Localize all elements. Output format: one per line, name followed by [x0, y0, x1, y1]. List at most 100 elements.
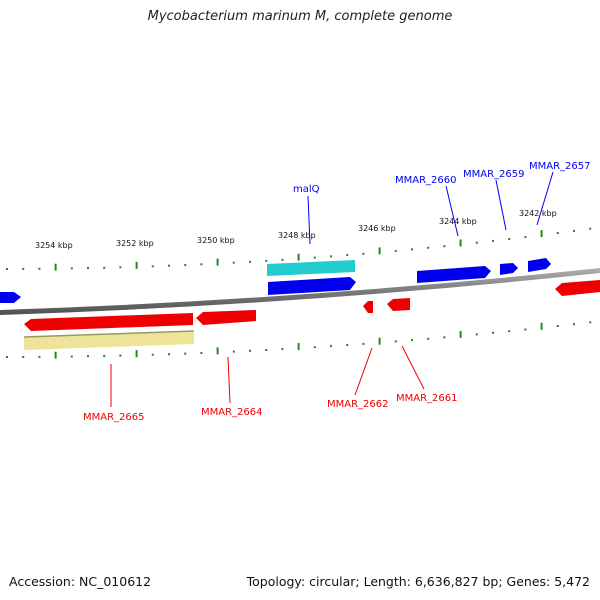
label-mmar2660: MMAR_2660: [395, 175, 457, 186]
lower-minor-tick: [200, 352, 203, 354]
lower-minor-tick: [443, 336, 446, 339]
lower-minor-tick: [22, 356, 25, 358]
lower-major-tick: [54, 351, 57, 359]
upper-minor-tick: [589, 227, 592, 230]
lower-minor-tick: [87, 355, 89, 358]
upper-major-tick: [459, 239, 462, 247]
lower-minor-tick: [475, 333, 478, 336]
lower-major-tick: [135, 350, 138, 358]
label-mmar2657: MMAR_2657: [529, 161, 591, 172]
upper-scale-ticks: [6, 227, 592, 271]
gene-mmar2665[interactable]: [24, 313, 193, 331]
lower-minor-tick: [362, 342, 365, 345]
scale-label-3246: 3246 kbp: [358, 224, 396, 233]
gene-mmar2662[interactable]: [363, 301, 373, 313]
upper-minor-tick: [411, 248, 413, 251]
lower-minor-tick: [492, 331, 494, 334]
upper-major-tick: [135, 261, 138, 269]
upper-minor-tick: [200, 263, 203, 266]
upper-minor-tick: [22, 267, 25, 270]
upper-major-tick: [540, 230, 543, 238]
lower-minor-tick: [394, 340, 397, 343]
lower-major-tick: [216, 347, 219, 355]
gene-mmar2664[interactable]: [196, 310, 256, 325]
lower-minor-tick: [249, 349, 251, 352]
upper-minor-tick: [87, 267, 89, 270]
lower-minor-tick: [168, 353, 170, 356]
lower-minor-tick: [524, 328, 527, 331]
lower-minor-tick: [589, 321, 592, 324]
lower-minor-tick: [411, 339, 413, 342]
upper-minor-tick: [70, 267, 73, 270]
scale-label-3244: 3244 kbp: [439, 217, 477, 226]
upper-major-tick: [378, 247, 381, 255]
upper-minor-tick: [508, 238, 511, 240]
scale-labels: 3254 kbp 3252 kbp 3250 kbp 3248 kbp 3246…: [35, 209, 557, 250]
upper-minor-tick: [492, 239, 494, 242]
lower-minor-tick: [232, 350, 235, 353]
scale-label-3242: 3242 kbp: [519, 209, 557, 218]
upper-minor-tick: [475, 241, 478, 244]
reverse-gene-labels: MMAR_2665 MMAR_2664 MMAR_2662 MMAR_2661: [83, 393, 458, 423]
upper-minor-tick: [573, 229, 575, 232]
upper-minor-tick: [556, 232, 559, 234]
lower-minor-tick: [281, 348, 284, 351]
lower-minor-tick: [38, 355, 41, 358]
upper-major-tick: [297, 253, 300, 261]
lower-minor-tick: [151, 353, 154, 356]
label-mmar2665: MMAR_2665: [83, 412, 145, 423]
upper-minor-tick: [38, 267, 41, 270]
upper-minor-tick: [232, 261, 235, 264]
reverse-genes: [24, 280, 600, 331]
label-malQ: malQ: [293, 184, 320, 195]
gene-mmar2657[interactable]: [528, 258, 551, 272]
lower-major-tick: [459, 330, 462, 338]
pseudogene-edge: [23, 330, 195, 338]
lower-minor-tick: [6, 356, 8, 358]
gene-mmar2661[interactable]: [387, 298, 410, 311]
upper-minor-tick: [6, 268, 8, 270]
accession-text: Accession: NC_010612: [9, 574, 152, 589]
gene-rna-cyan[interactable]: [267, 260, 355, 276]
label-mmar2664: MMAR_2664: [201, 407, 263, 418]
genome-backbone: [0, 268, 600, 315]
upper-minor-tick: [394, 249, 397, 252]
lower-major-tick: [297, 343, 300, 351]
lower-minor-tick: [346, 344, 349, 346]
upper-minor-tick: [443, 245, 446, 248]
map-title: Mycobacterium marinum M, complete genome: [147, 9, 453, 24]
upper-minor-tick: [265, 259, 268, 262]
upper-minor-tick: [524, 236, 527, 239]
label-mmar2662: MMAR_2662: [327, 399, 389, 410]
gene-malQ[interactable]: [268, 277, 356, 295]
upper-minor-tick: [346, 254, 349, 257]
scale-label-3248: 3248 kbp: [278, 231, 316, 240]
upper-minor-tick: [119, 266, 122, 269]
upper-minor-tick: [427, 246, 430, 249]
lower-minor-tick: [313, 346, 316, 349]
upper-major-tick: [54, 263, 57, 271]
gene-reverse-partial-right[interactable]: [555, 280, 600, 296]
upper-minor-tick: [151, 265, 154, 268]
gene-mmar2660[interactable]: [417, 266, 491, 283]
upper-minor-tick: [168, 264, 170, 267]
upper-minor-tick: [330, 255, 332, 258]
gene-forward-partial-left[interactable]: [0, 292, 21, 303]
upper-minor-tick: [103, 266, 106, 269]
upper-minor-tick: [184, 264, 187, 267]
gene-mmar2659[interactable]: [500, 263, 518, 275]
label-mmar2659: MMAR_2659: [463, 169, 525, 180]
lower-minor-tick: [265, 349, 268, 351]
leader-lines: [110, 171, 554, 407]
lower-minor-tick: [70, 355, 73, 358]
lower-minor-tick: [119, 354, 122, 357]
scale-label-3254: 3254 kbp: [35, 241, 73, 250]
scale-label-3250: 3250 kbp: [197, 236, 235, 245]
lower-major-tick: [378, 337, 381, 345]
label-mmar2661: MMAR_2661: [396, 393, 458, 404]
forward-genes: [0, 258, 551, 303]
upper-minor-tick: [281, 258, 284, 261]
lower-minor-tick: [330, 345, 332, 348]
upper-minor-tick: [313, 256, 316, 259]
